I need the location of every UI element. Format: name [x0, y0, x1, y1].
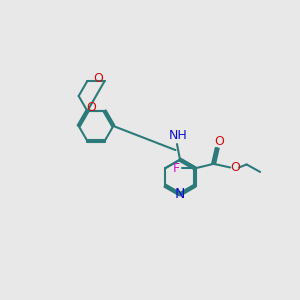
Text: O: O [230, 161, 240, 174]
Text: O: O [86, 101, 96, 114]
Text: O: O [93, 72, 103, 85]
Text: N: N [175, 187, 185, 201]
Text: O: O [214, 135, 224, 148]
Text: NH: NH [169, 129, 188, 142]
Text: F: F [172, 162, 180, 175]
